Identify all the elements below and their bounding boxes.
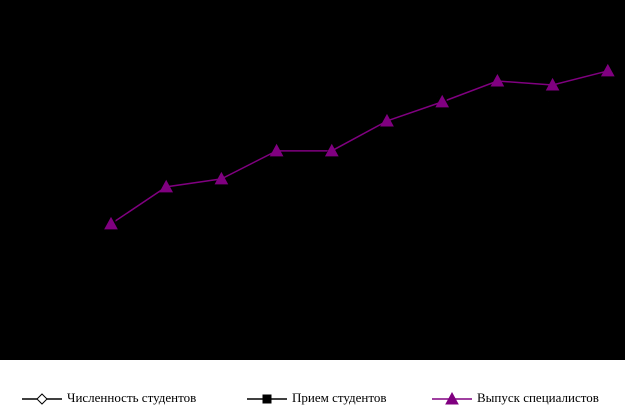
marker xyxy=(490,73,505,87)
marker xyxy=(548,97,558,107)
legend-label: Выпуск специалистов xyxy=(477,390,599,405)
marker xyxy=(382,140,392,150)
marker xyxy=(269,143,284,157)
marker xyxy=(600,63,615,77)
marker xyxy=(324,143,339,157)
legend-marker xyxy=(36,393,48,405)
plot-background xyxy=(0,0,625,360)
marker xyxy=(161,191,171,201)
series-line xyxy=(110,96,608,225)
legend-label: Численность студентов xyxy=(67,390,196,405)
marker xyxy=(603,107,613,117)
marker xyxy=(159,179,174,193)
legend-marker xyxy=(445,391,459,405)
marker xyxy=(492,99,502,109)
marker xyxy=(545,77,560,91)
marker xyxy=(435,94,450,108)
legend-label: Прием студентов xyxy=(292,390,387,405)
series-line xyxy=(110,70,608,225)
marker xyxy=(272,161,282,171)
marker xyxy=(380,113,394,127)
legend-marker xyxy=(262,394,272,404)
marker xyxy=(104,216,118,230)
marker xyxy=(214,171,229,185)
